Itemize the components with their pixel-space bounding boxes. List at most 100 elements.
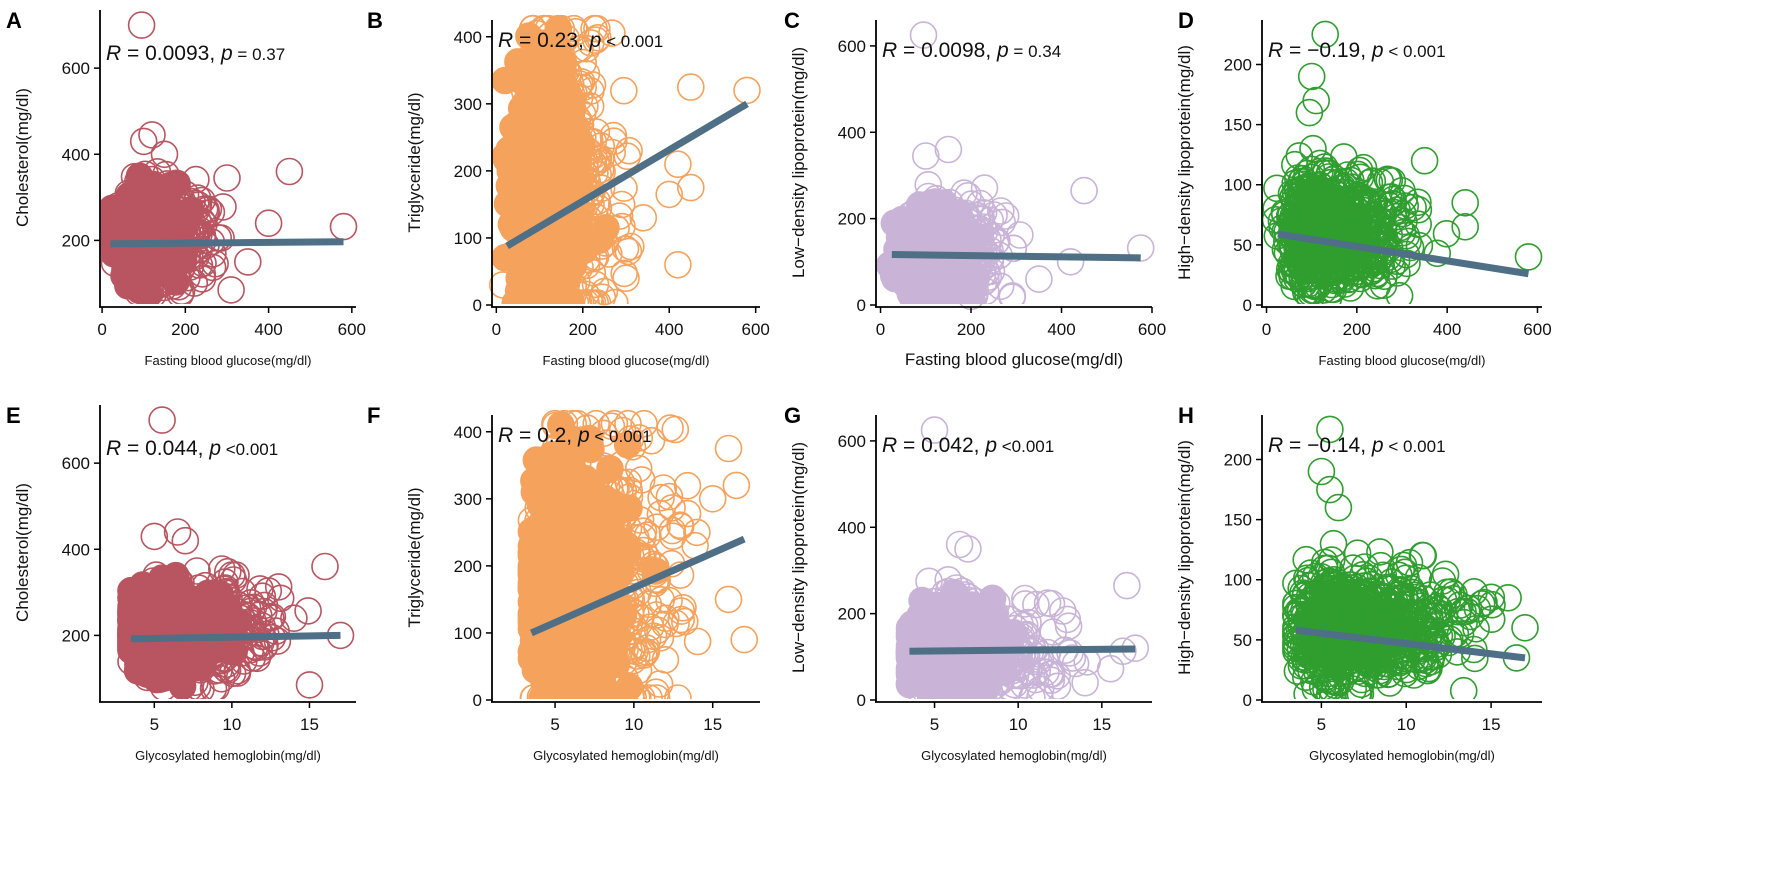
data-point xyxy=(138,197,166,225)
outlier-point xyxy=(1056,247,1085,276)
outlier-point xyxy=(733,76,761,105)
y-axis-title: Low−density lipoprotein(mg/dl) xyxy=(789,47,808,278)
outlier-point xyxy=(329,212,358,241)
data-point xyxy=(909,213,938,242)
data-point xyxy=(1423,239,1451,268)
annotation-p-label: p xyxy=(589,29,602,52)
data-point xyxy=(1404,210,1432,238)
data-point xyxy=(509,142,537,171)
data-point xyxy=(950,225,979,253)
x-tick-label: 400 xyxy=(254,320,282,339)
outlier-point xyxy=(1451,189,1479,217)
data-point xyxy=(561,154,590,182)
data-points xyxy=(493,14,645,304)
data-point xyxy=(542,277,571,304)
data-point xyxy=(512,289,541,304)
data-point xyxy=(140,272,169,301)
data-point xyxy=(616,232,645,261)
data-point xyxy=(558,152,587,181)
data-point xyxy=(557,96,586,124)
outlier-point xyxy=(1295,98,1324,127)
outlier-point xyxy=(1365,195,1394,223)
data-point xyxy=(527,274,556,303)
regression-line xyxy=(505,100,749,249)
outlier-point xyxy=(911,142,940,170)
x-tick-label: 400 xyxy=(1047,320,1075,339)
data-point xyxy=(564,73,593,102)
correlation-annotation: R = −0.19, p < 0.001 xyxy=(1268,39,1446,62)
data-point xyxy=(1300,276,1328,304)
data-point xyxy=(554,249,583,277)
data-point xyxy=(605,202,634,230)
y-tick-label: 400 xyxy=(454,28,482,47)
annotation-p-value: < 0.001 xyxy=(601,32,663,51)
x-axis-title: Fasting blood glucose(mg/dl) xyxy=(543,353,710,368)
data-point xyxy=(986,197,1015,225)
outlier-point xyxy=(655,180,684,209)
annotation-p-value: = 0.34 xyxy=(1009,42,1061,61)
x-tick-label: 200 xyxy=(957,320,985,339)
data-point xyxy=(907,257,936,286)
data-point xyxy=(877,254,906,283)
annotation-p-value: < 0.001 xyxy=(1384,42,1446,61)
data-point xyxy=(129,197,158,226)
x-tick-label: 600 xyxy=(1138,320,1166,339)
data-point xyxy=(588,157,616,186)
data-point xyxy=(171,180,200,209)
data-point xyxy=(1299,134,1327,163)
data-point xyxy=(991,202,1020,230)
data-point xyxy=(917,263,946,292)
outlier-point xyxy=(234,248,262,276)
data-point xyxy=(914,182,943,211)
panel-letter: D xyxy=(1178,8,1194,33)
panel-letter: A xyxy=(6,8,22,33)
annotation-p-label: p xyxy=(996,39,1009,62)
data-point xyxy=(524,135,552,164)
x-axis-title: Fasting blood glucose(mg/dl) xyxy=(1319,353,1486,368)
data-point xyxy=(524,214,553,243)
y-tick-label: 0 xyxy=(857,296,866,315)
data-point xyxy=(519,38,548,67)
data-point xyxy=(576,183,604,212)
data-point xyxy=(609,76,638,105)
data-points xyxy=(1263,134,1461,304)
data-point xyxy=(183,184,212,212)
data-point xyxy=(953,235,982,263)
annotation-r-label: R xyxy=(882,39,897,62)
data-point xyxy=(1399,193,1427,222)
data-points xyxy=(877,171,1034,304)
outlier-point xyxy=(1025,265,1053,293)
y-tick-label: 200 xyxy=(454,162,482,181)
data-point xyxy=(141,192,170,220)
data-point xyxy=(1297,279,1325,304)
data-point xyxy=(566,289,595,304)
outlier-point xyxy=(909,21,938,49)
data-point xyxy=(1432,220,1461,248)
outlier-point xyxy=(629,204,658,232)
x-tick-label: 400 xyxy=(1433,320,1461,339)
data-point xyxy=(970,174,999,202)
data-point xyxy=(189,249,217,278)
data-point xyxy=(495,143,523,171)
data-point xyxy=(556,124,584,153)
data-point xyxy=(152,160,180,189)
data-point xyxy=(896,248,925,277)
data-point xyxy=(1280,186,1309,215)
x-tick-label: 0 xyxy=(97,320,106,339)
data-point xyxy=(549,275,577,303)
data-point xyxy=(528,150,557,178)
data-points xyxy=(101,158,237,304)
data-point xyxy=(572,251,601,280)
annotation-p-label: p xyxy=(220,42,233,65)
data-point xyxy=(576,289,604,304)
data-point xyxy=(986,272,1015,301)
y-tick-label: 0 xyxy=(1243,296,1252,315)
data-point xyxy=(172,225,200,253)
data-point xyxy=(1301,248,1329,276)
annotation-r-label: R xyxy=(1268,39,1283,62)
data-point xyxy=(144,235,172,263)
data-point xyxy=(1385,281,1414,304)
data-point xyxy=(183,557,211,585)
